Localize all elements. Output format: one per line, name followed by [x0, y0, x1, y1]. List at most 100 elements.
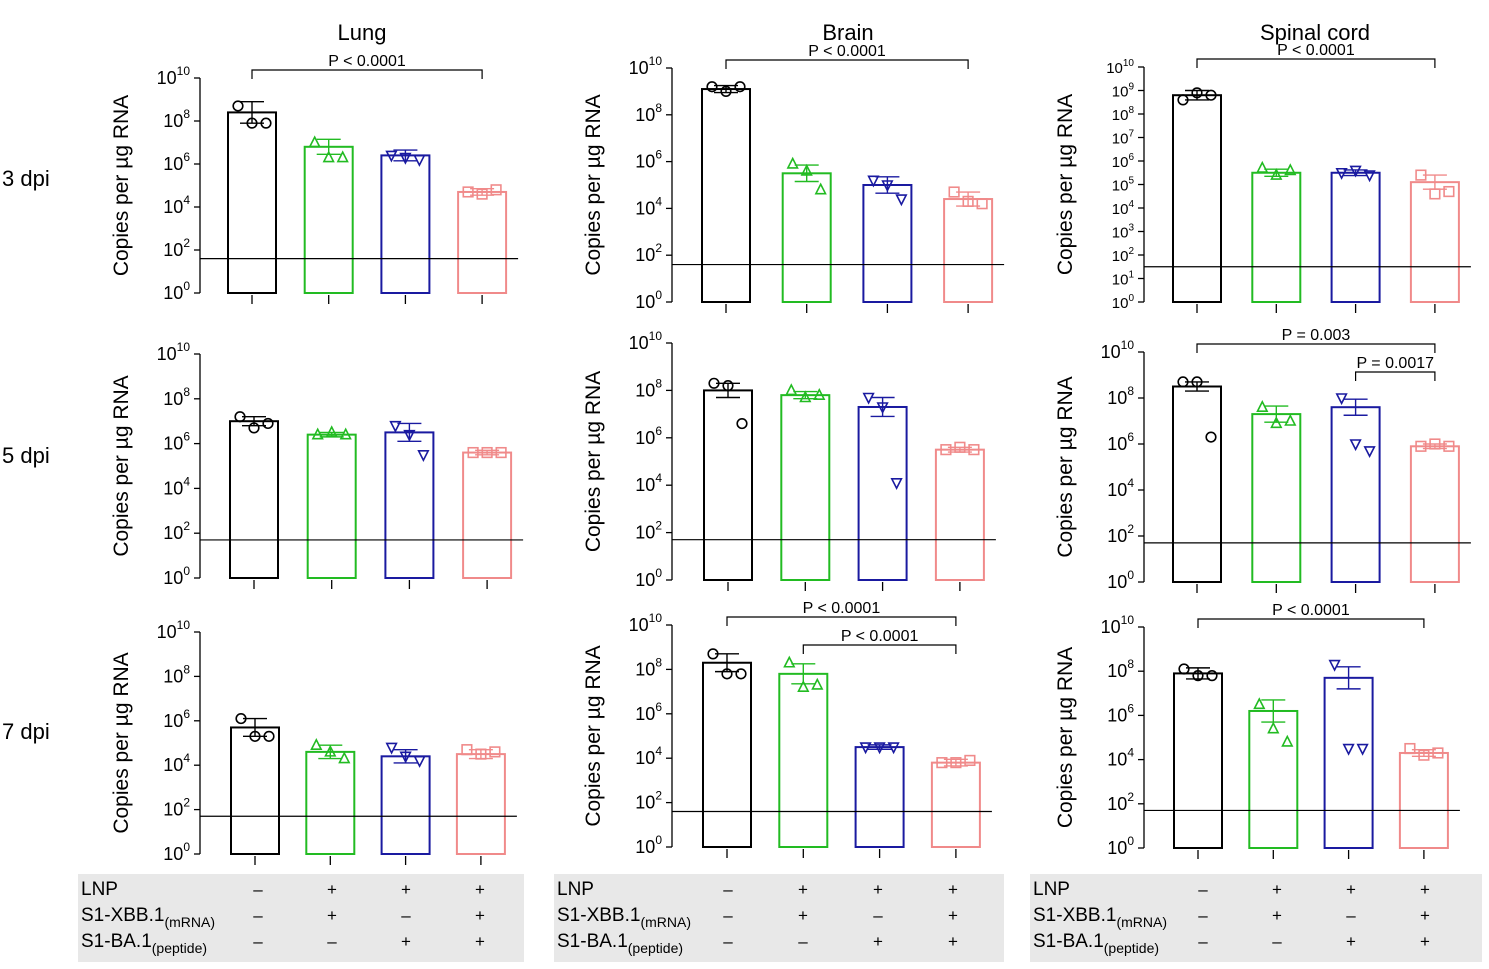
bar — [306, 433, 357, 580]
y-tick-label: 108 — [1107, 657, 1134, 681]
significance-bracket — [1196, 58, 1436, 68]
data-point — [948, 186, 960, 198]
bar — [380, 755, 431, 856]
bar — [1409, 445, 1460, 583]
table-cell: + — [1346, 932, 1356, 951]
y-tick-label: 104 — [163, 751, 190, 775]
y-tick-label: 108 — [635, 655, 662, 679]
y-tick-label: 102 — [635, 789, 662, 813]
data-point — [1191, 376, 1203, 388]
data-point — [322, 150, 335, 163]
y-tick-label: 102 — [1112, 246, 1135, 265]
panel-lung-5dpi: 100 102 104 106 108 1010 Copies per µg RNA — [110, 340, 524, 589]
table-cell: – — [798, 932, 808, 951]
data-point — [476, 188, 488, 200]
significance-bracket — [1196, 343, 1436, 353]
data-point — [706, 81, 718, 93]
y-tick-label: 108 — [163, 662, 190, 686]
data-point — [1429, 438, 1441, 450]
data-point — [248, 422, 260, 434]
y-tick-label: 106 — [635, 424, 662, 448]
data-point — [1177, 376, 1189, 388]
y-tick-label: 102 — [635, 519, 662, 543]
table-cell: – — [1198, 932, 1208, 951]
significance-bracket — [802, 644, 957, 654]
data-point — [721, 668, 733, 680]
y-tick-label: 100 — [635, 288, 662, 312]
bar — [1248, 709, 1299, 849]
bar — [778, 672, 829, 849]
data-point — [940, 444, 952, 456]
bar — [1409, 181, 1460, 303]
y-tick-label: 106 — [163, 430, 190, 454]
data-point — [936, 757, 948, 769]
p-value-label: P < 0.0001 — [803, 600, 881, 617]
data-point — [490, 184, 502, 196]
table-cell: + — [873, 932, 883, 951]
table-row-label: S1-XBB.1(mRNA) — [1033, 905, 1167, 930]
p-value-label: P < 0.0001 — [328, 53, 406, 70]
data-point — [1404, 742, 1416, 755]
y-tick-label: 104 — [1107, 746, 1134, 770]
data-point — [475, 748, 487, 760]
y-tick-label: 106 — [635, 148, 662, 172]
y-axis-label: Copies per µg RNA — [1054, 647, 1077, 828]
treatment-table-2: LNP – + + + S1-XBB.1(mRNA) – + – + S1-BA.1(peptide… — [554, 874, 1004, 962]
y-tick-label: 104 — [163, 474, 190, 498]
table-cell: + — [1420, 932, 1430, 951]
data-point — [311, 427, 324, 440]
bar — [930, 761, 981, 849]
table-cell: – — [1198, 880, 1208, 899]
data-point — [1256, 160, 1269, 173]
data-point — [862, 392, 875, 405]
bar — [1330, 171, 1381, 303]
bar — [862, 184, 913, 303]
y-axis-label: Copies per µg RNA — [110, 375, 133, 556]
data-point — [1363, 170, 1376, 183]
data-point — [260, 117, 272, 129]
data-point — [887, 742, 900, 755]
data-point — [785, 383, 798, 396]
table-cell: + — [327, 880, 337, 899]
y-tick-label: 104 — [1112, 199, 1135, 218]
data-point — [800, 163, 813, 176]
data-point — [1267, 721, 1280, 734]
data-point — [783, 655, 796, 668]
bar — [380, 154, 431, 294]
y-tick-label: 104 — [1107, 476, 1134, 500]
data-point — [1284, 413, 1297, 426]
table-cell: + — [475, 880, 485, 899]
y-tick-label: 108 — [635, 101, 662, 125]
table-row-label: S1-BA.1(peptide) — [1033, 931, 1159, 956]
bar — [1251, 413, 1302, 583]
data-point — [708, 377, 720, 389]
data-point — [308, 135, 321, 148]
data-point — [1177, 94, 1189, 106]
table-cell: + — [948, 906, 958, 925]
bar — [305, 750, 356, 856]
table-cell: – — [401, 906, 411, 925]
y-tick-label: 106 — [635, 700, 662, 724]
data-point — [814, 182, 827, 195]
panel-brain-3dpi: 100 102 104 106 108 1010 Copies per µg RNA P < … — [582, 43, 1005, 313]
data-point — [399, 751, 412, 764]
data-point — [734, 81, 746, 93]
data-point — [310, 738, 323, 751]
bar — [462, 451, 513, 579]
y-tick-label: 100 — [163, 279, 190, 303]
data-point — [495, 446, 507, 459]
data-point — [1270, 416, 1283, 429]
data-point — [1356, 743, 1369, 756]
data-point — [1256, 400, 1269, 413]
p-value-label: P < 0.0001 — [1277, 42, 1355, 59]
p-value-label: P = 0.003 — [1282, 327, 1351, 344]
table-cell: – — [1346, 906, 1356, 925]
data-point — [1205, 431, 1217, 443]
panel-brain-5dpi: 100 102 104 106 108 1010 Copies per µg RNA — [582, 329, 996, 591]
bar — [457, 190, 508, 294]
table-cell: + — [475, 906, 485, 925]
data-point — [964, 754, 976, 767]
row-label-7dpi: 7 dpi — [2, 719, 50, 744]
table-cell: + — [401, 932, 411, 951]
